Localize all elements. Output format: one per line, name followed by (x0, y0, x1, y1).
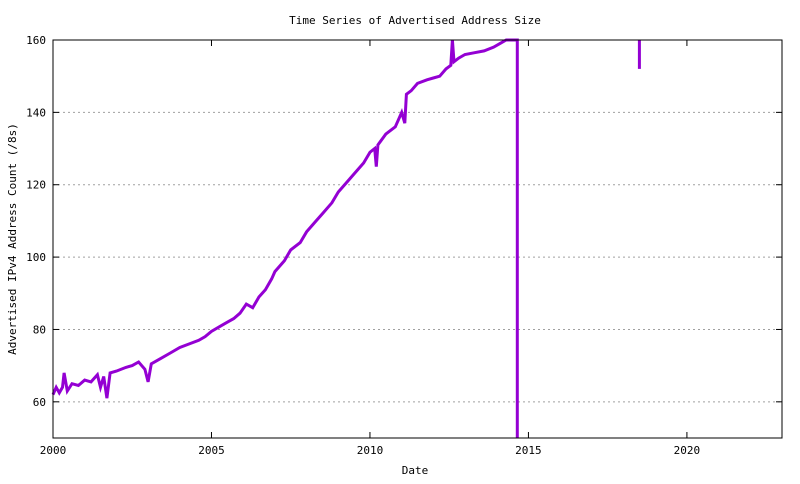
gridlines (53, 111, 782, 403)
y-tick-label: 160 (26, 34, 46, 47)
plot-frame (52, 39, 783, 439)
y-axis-label: Advertised IPv4 Address Count (/8s) (6, 123, 19, 355)
x-tick-label: 2015 (515, 444, 542, 457)
series-line-segment (51, 38, 519, 438)
y-tick-label: 120 (26, 179, 46, 192)
y-tick-label: 80 (33, 323, 46, 336)
axis-ticks: 60 80 100 120 140 160 2000 2005 2010 2015 2020 (26, 34, 782, 457)
x-tick-label: 2005 (198, 444, 225, 457)
chart-title: Time Series of Advertised Address Size (289, 14, 541, 27)
y-tick-label: 60 (33, 396, 46, 409)
y-tick-label: 100 (26, 251, 46, 264)
x-tick-label: 2000 (40, 444, 67, 457)
y-tick-label: 140 (26, 106, 46, 119)
x-tick-label: 2020 (674, 444, 701, 457)
x-axis-label: Date (402, 464, 429, 477)
x-tick-label: 2010 (357, 444, 384, 457)
data-series (51, 38, 641, 438)
